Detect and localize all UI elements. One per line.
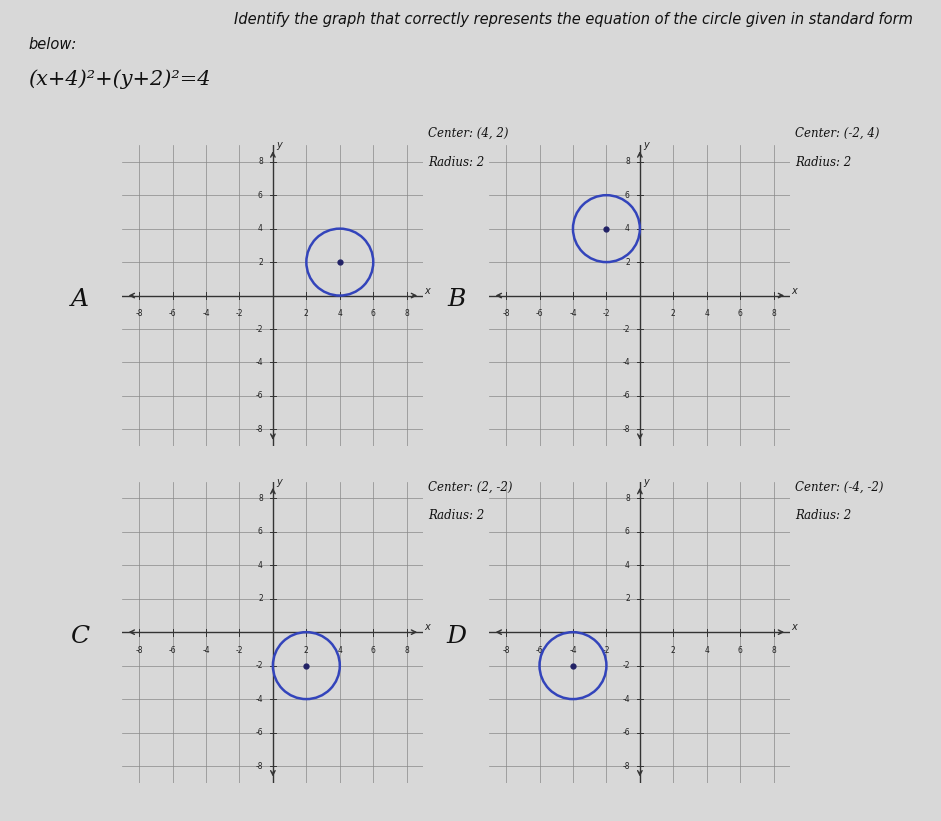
Text: D: D	[446, 625, 467, 648]
Text: 2: 2	[671, 309, 676, 318]
Text: 4: 4	[258, 224, 263, 233]
Text: 8: 8	[405, 309, 409, 318]
Text: -2: -2	[602, 309, 610, 318]
Text: 6: 6	[738, 645, 742, 654]
Text: -8: -8	[255, 425, 263, 433]
Text: 6: 6	[371, 645, 375, 654]
Text: y: y	[277, 140, 282, 150]
Text: 8: 8	[625, 494, 630, 502]
Text: -4: -4	[622, 358, 630, 367]
Text: -8: -8	[502, 309, 510, 318]
Text: 4: 4	[338, 309, 343, 318]
Text: 4: 4	[625, 561, 630, 570]
Text: A: A	[71, 288, 89, 311]
Text: 2: 2	[258, 258, 263, 267]
Text: 6: 6	[258, 527, 263, 536]
Text: 4: 4	[705, 645, 710, 654]
Text: Center: (4, 2): Center: (4, 2)	[428, 127, 509, 140]
Text: 4: 4	[705, 309, 710, 318]
Text: -8: -8	[622, 425, 630, 433]
Text: -4: -4	[622, 695, 630, 704]
Text: -2: -2	[602, 645, 610, 654]
Text: -2: -2	[255, 324, 263, 333]
Text: 6: 6	[258, 190, 263, 200]
Text: -8: -8	[502, 645, 510, 654]
Text: 2: 2	[625, 258, 630, 267]
Text: -6: -6	[622, 392, 630, 401]
Text: 8: 8	[772, 645, 776, 654]
Text: 4: 4	[625, 224, 630, 233]
Text: -2: -2	[622, 324, 630, 333]
Text: 8: 8	[405, 645, 409, 654]
Text: 2: 2	[304, 645, 309, 654]
Text: 2: 2	[671, 645, 676, 654]
Text: -8: -8	[255, 762, 263, 770]
Text: 8: 8	[258, 494, 263, 502]
Text: x: x	[791, 286, 797, 296]
Text: -2: -2	[235, 645, 243, 654]
Text: Radius: 2: Radius: 2	[795, 156, 852, 169]
Text: x: x	[424, 286, 430, 296]
Text: Radius: 2: Radius: 2	[428, 156, 485, 169]
Text: C: C	[71, 625, 89, 648]
Text: -8: -8	[136, 645, 143, 654]
Text: 2: 2	[304, 309, 309, 318]
Text: 2: 2	[258, 594, 263, 603]
Text: 6: 6	[371, 309, 375, 318]
Text: -2: -2	[255, 661, 263, 670]
Text: -4: -4	[255, 695, 263, 704]
Text: y: y	[644, 140, 649, 150]
Text: -6: -6	[168, 645, 176, 654]
Text: -4: -4	[255, 358, 263, 367]
Text: -6: -6	[255, 728, 263, 737]
Text: 6: 6	[625, 527, 630, 536]
Text: 8: 8	[258, 158, 263, 166]
Text: -6: -6	[168, 309, 176, 318]
Text: -4: -4	[202, 309, 210, 318]
Text: Radius: 2: Radius: 2	[428, 509, 485, 522]
Text: -6: -6	[622, 728, 630, 737]
Text: -4: -4	[202, 645, 210, 654]
Text: Radius: 2: Radius: 2	[795, 509, 852, 522]
Text: -4: -4	[569, 645, 577, 654]
Text: -4: -4	[569, 309, 577, 318]
Text: below:: below:	[28, 37, 76, 52]
Text: Center: (2, -2): Center: (2, -2)	[428, 480, 513, 493]
Text: 6: 6	[738, 309, 742, 318]
Text: y: y	[277, 477, 282, 487]
Text: Center: (-2, 4): Center: (-2, 4)	[795, 127, 880, 140]
Text: 2: 2	[625, 594, 630, 603]
Text: (x+4)²+(y+2)²=4: (x+4)²+(y+2)²=4	[28, 70, 211, 89]
Text: Center: (-4, -2): Center: (-4, -2)	[795, 480, 884, 493]
Text: 8: 8	[772, 309, 776, 318]
Text: 4: 4	[338, 645, 343, 654]
Text: -8: -8	[622, 762, 630, 770]
Text: x: x	[424, 622, 430, 632]
Text: 6: 6	[625, 190, 630, 200]
Text: -2: -2	[622, 661, 630, 670]
Text: x: x	[791, 622, 797, 632]
Text: -2: -2	[235, 309, 243, 318]
Text: y: y	[644, 477, 649, 487]
Text: -6: -6	[255, 392, 263, 401]
Text: -8: -8	[136, 309, 143, 318]
Text: -6: -6	[535, 645, 543, 654]
Text: B: B	[447, 288, 466, 311]
Text: Identify the graph that correctly represents the equation of the circle given in: Identify the graph that correctly repres…	[234, 12, 913, 27]
Text: 4: 4	[258, 561, 263, 570]
Text: 8: 8	[625, 158, 630, 166]
Text: -6: -6	[535, 309, 543, 318]
